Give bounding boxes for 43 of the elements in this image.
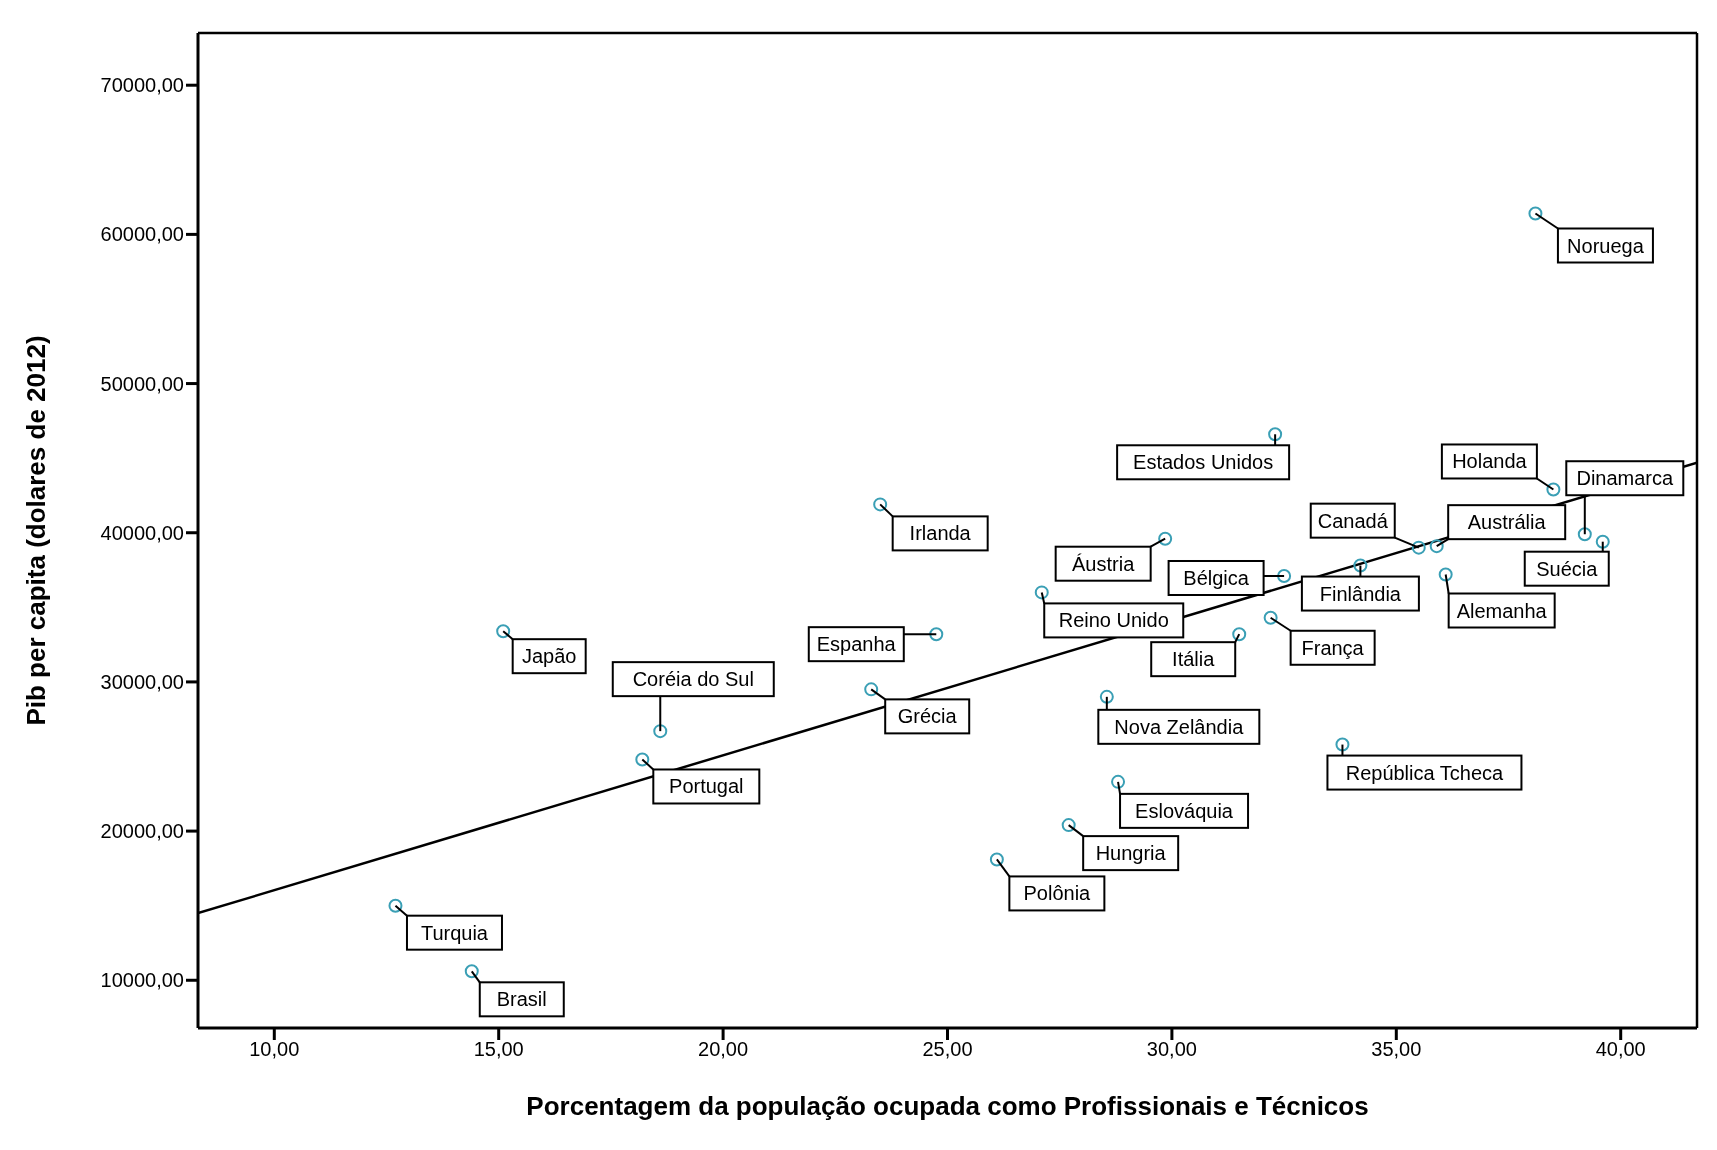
annotation: Suécia <box>1536 557 1599 580</box>
x-tick-label: 40,00 <box>1595 1038 1646 1061</box>
x-tick-label: 15,00 <box>473 1038 524 1061</box>
annotation: República Tcheca <box>1345 761 1505 784</box>
annotation: Reino Unido <box>1058 609 1169 632</box>
annotation: Itália <box>1172 648 1216 671</box>
annotation: Finlândia <box>1319 582 1402 605</box>
annotation: Portugal <box>669 775 744 798</box>
x-tick-label: 20,00 <box>698 1038 749 1061</box>
y-tick-label: 60000,00 <box>100 223 184 246</box>
annotation: Eslováquia <box>1135 799 1234 822</box>
annotation: Noruega <box>1567 234 1645 257</box>
y-tick-label: 30000,00 <box>100 671 184 694</box>
annotation: Dinamarca <box>1576 467 1675 490</box>
y-tick-label: 50000,00 <box>100 372 184 395</box>
annotation: Polônia <box>1023 882 1092 905</box>
annotation: Hungria <box>1095 842 1167 865</box>
annotation: Alemanha <box>1456 599 1548 622</box>
x-tick-label: 25,00 <box>922 1038 973 1061</box>
y-tick-label: 20000,00 <box>100 820 184 843</box>
x-tick-label: 35,00 <box>1371 1038 1422 1061</box>
y-tick-label: 10000,00 <box>100 969 184 992</box>
annotation: Holanda <box>1452 450 1528 473</box>
x-tick-label: 10,00 <box>249 1038 300 1061</box>
annotation: Nova Zelândia <box>1114 715 1245 738</box>
x-tick-label: 30,00 <box>1146 1038 1197 1061</box>
annotation: Grécia <box>897 705 958 728</box>
annotation: Áustria <box>1072 552 1136 575</box>
annotation: Espanha <box>816 633 897 656</box>
annotation: Estados Unidos <box>1133 451 1274 474</box>
annotation: França <box>1301 636 1365 659</box>
annotation: Canadá <box>1317 509 1389 532</box>
annotation: Irlanda <box>909 522 972 545</box>
y-tick-label: 40000,00 <box>100 521 184 544</box>
annotation: Japão <box>521 645 577 668</box>
annotation: Bélgica <box>1183 567 1250 589</box>
x-axis-title: Porcentagem da população ocupada como Profissionais e Técnicos <box>526 1091 1369 1121</box>
annotation: Turquia <box>420 921 489 944</box>
y-axis-title: Pib per capita (dolares de 2012) <box>21 335 52 726</box>
y-tick-label: 70000,00 <box>100 74 184 97</box>
annotation: Brasil <box>496 988 547 1011</box>
annotation: Coréia do Sul <box>632 668 754 691</box>
annotation: Austrália <box>1467 511 1547 534</box>
